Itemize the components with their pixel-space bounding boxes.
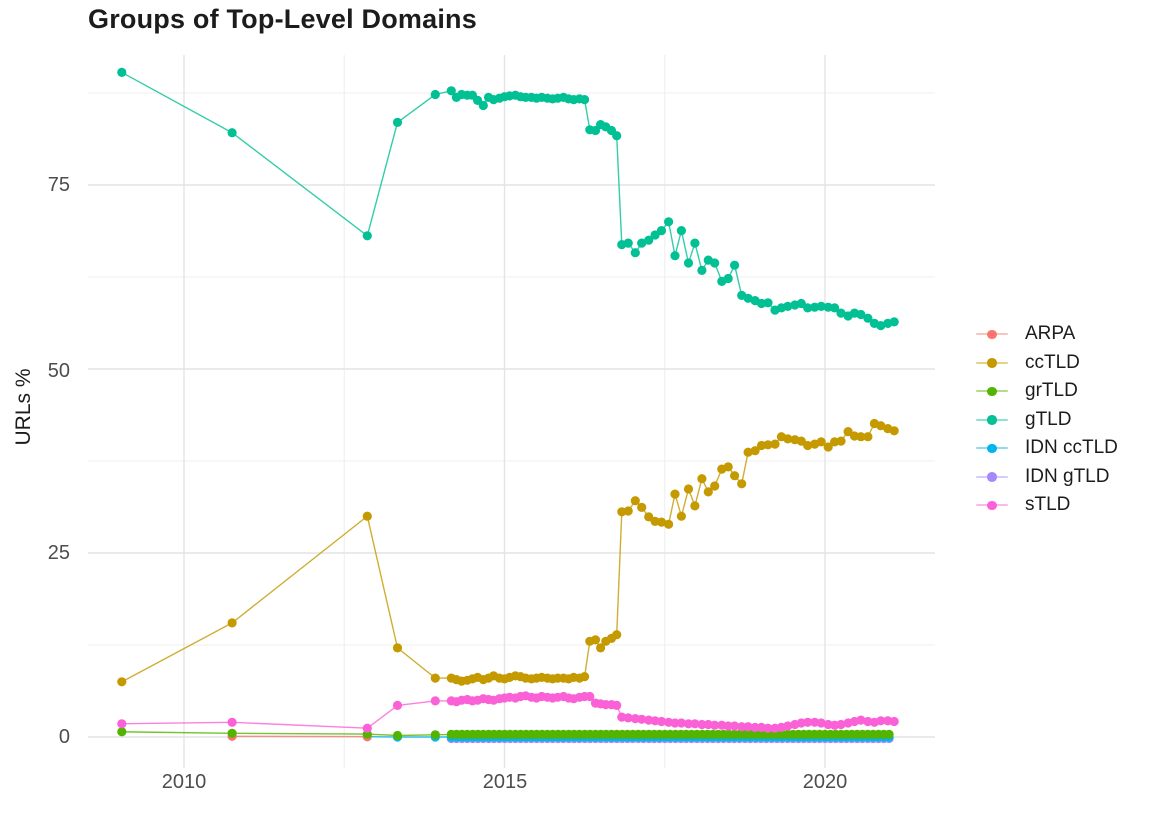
stld-key-icon bbox=[976, 500, 1008, 511]
y-tick-75: 75 bbox=[47, 174, 70, 196]
legend-item-idn-gtld: IDN gTLD bbox=[976, 463, 1118, 492]
legend: ARPA ccTLD grTLD gTLD IDN ccTLD IDN gTLD… bbox=[976, 320, 1118, 520]
cctld-key-icon bbox=[976, 357, 1008, 368]
legend-item-gtld: gTLD bbox=[976, 406, 1118, 435]
series-gtld bbox=[117, 67, 899, 331]
x-tick-2020: 2020 bbox=[802, 771, 848, 793]
legend-label: ARPA bbox=[1025, 323, 1076, 345]
legend-label: grTLD bbox=[1025, 380, 1078, 402]
legend-label: IDN gTLD bbox=[1025, 465, 1110, 487]
legend-item-grtld: grTLD bbox=[976, 377, 1118, 406]
y-tick-25: 25 bbox=[47, 542, 70, 564]
y-tick-0: 0 bbox=[58, 726, 70, 748]
legend-item-cctld: ccTLD bbox=[976, 349, 1118, 378]
legend-item-idn-cctld: IDN ccTLD bbox=[976, 434, 1118, 463]
series-stld bbox=[117, 691, 899, 733]
x-tick-2015: 2015 bbox=[482, 771, 528, 793]
arpa-key-icon bbox=[976, 329, 1008, 340]
x-tick-2010: 2010 bbox=[161, 771, 207, 793]
y-tick-50: 50 bbox=[47, 360, 70, 382]
legend-item-arpa: ARPA bbox=[976, 320, 1118, 349]
grtld-key-icon bbox=[976, 386, 1008, 397]
idn-cctld-key-icon bbox=[976, 443, 1008, 454]
gtld-key-icon bbox=[976, 414, 1008, 425]
chart-title: Groups of Top-Level Domains bbox=[88, 4, 477, 34]
legend-label: IDN ccTLD bbox=[1025, 437, 1118, 459]
idn-gtld-key-icon bbox=[976, 471, 1008, 482]
legend-label: sTLD bbox=[1025, 494, 1071, 516]
legend-label: ccTLD bbox=[1025, 351, 1080, 373]
legend-item-stld: sTLD bbox=[976, 491, 1118, 520]
legend-label: gTLD bbox=[1025, 408, 1072, 430]
series-cctld bbox=[117, 418, 899, 687]
